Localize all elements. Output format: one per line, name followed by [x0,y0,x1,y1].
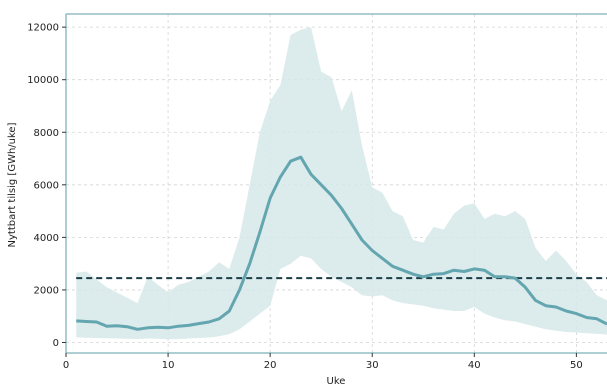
x-tick-label: 40 [468,360,481,371]
band-layer [76,27,607,340]
mean-line-layer [76,155,607,331]
mean-line [76,155,607,331]
y-tick-label: 8000 [34,128,59,139]
x-tick-label: 10 [162,360,175,371]
x-axis-label: Uke [327,376,346,385]
y-tick-label: 4000 [34,233,59,244]
x-axis-ticks: 0 10 20 30 40 50 [63,353,583,371]
y-tick-label: 0 [53,338,59,349]
x-tick-label: 0 [63,360,69,371]
percentile-band [76,27,607,340]
y-tick-label: 12000 [27,23,59,34]
y-axis-ticks: 0 2000 4000 6000 8000 10000 12000 [27,23,66,349]
y-tick-label: 2000 [34,285,59,296]
x-tick-label: 30 [366,360,379,371]
y-axis-label: Nyttbart tilsig [GWh/uke] [7,122,18,247]
y-tick-label: 10000 [27,75,59,86]
x-tick-label: 20 [264,360,277,371]
x-tick-label: 50 [570,360,583,371]
y-tick-label: 6000 [34,180,59,191]
axes-spines [65,13,607,354]
